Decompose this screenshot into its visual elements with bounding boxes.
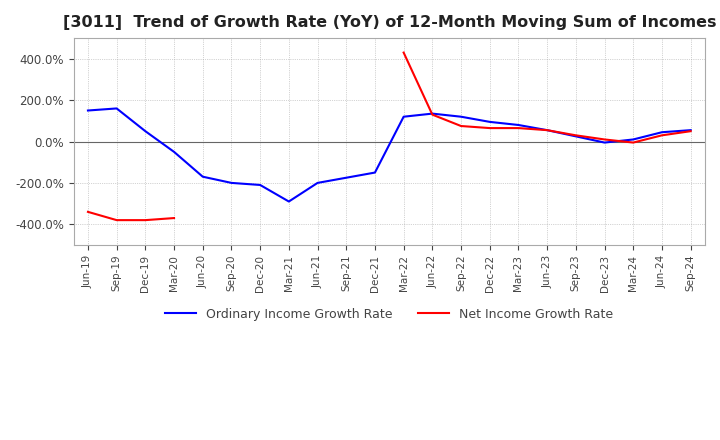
- Ordinary Income Growth Rate: [629, 137, 638, 142]
- Net Income Growth Rate: [428, 112, 436, 117]
- Ordinary Income Growth Rate: [600, 140, 609, 145]
- Net Income Growth Rate: [572, 133, 580, 138]
- Net Income Growth Rate: [112, 217, 121, 223]
- Ordinary Income Growth Rate: [572, 134, 580, 139]
- Ordinary Income Growth Rate: [543, 128, 552, 133]
- Ordinary Income Growth Rate: [342, 175, 351, 180]
- Line: Ordinary Income Growth Rate: Ordinary Income Growth Rate: [88, 108, 690, 202]
- Net Income Growth Rate: [141, 217, 150, 223]
- Ordinary Income Growth Rate: [141, 128, 150, 134]
- Ordinary Income Growth Rate: [256, 182, 264, 187]
- Ordinary Income Growth Rate: [199, 174, 207, 180]
- Ordinary Income Growth Rate: [170, 149, 179, 154]
- Net Income Growth Rate: [657, 133, 666, 138]
- Net Income Growth Rate: [543, 128, 552, 133]
- Net Income Growth Rate: [686, 128, 695, 134]
- Line: Net Income Growth Rate: Net Income Growth Rate: [88, 53, 690, 220]
- Ordinary Income Growth Rate: [84, 108, 92, 113]
- Net Income Growth Rate: [600, 137, 609, 142]
- Net Income Growth Rate: [629, 140, 638, 145]
- Ordinary Income Growth Rate: [428, 111, 436, 116]
- Ordinary Income Growth Rate: [514, 122, 523, 128]
- Net Income Growth Rate: [84, 209, 92, 214]
- Ordinary Income Growth Rate: [400, 114, 408, 119]
- Title: [3011]  Trend of Growth Rate (YoY) of 12-Month Moving Sum of Incomes: [3011] Trend of Growth Rate (YoY) of 12-…: [63, 15, 716, 30]
- Ordinary Income Growth Rate: [284, 199, 293, 204]
- Net Income Growth Rate: [400, 50, 408, 55]
- Legend: Ordinary Income Growth Rate, Net Income Growth Rate: Ordinary Income Growth Rate, Net Income …: [161, 303, 618, 326]
- Net Income Growth Rate: [456, 123, 465, 128]
- Ordinary Income Growth Rate: [112, 106, 121, 111]
- Ordinary Income Growth Rate: [371, 170, 379, 175]
- Ordinary Income Growth Rate: [313, 180, 322, 186]
- Net Income Growth Rate: [514, 125, 523, 131]
- Ordinary Income Growth Rate: [456, 114, 465, 119]
- Ordinary Income Growth Rate: [686, 128, 695, 133]
- Ordinary Income Growth Rate: [227, 180, 235, 186]
- Ordinary Income Growth Rate: [485, 119, 494, 125]
- Net Income Growth Rate: [170, 216, 179, 221]
- Ordinary Income Growth Rate: [657, 130, 666, 135]
- Net Income Growth Rate: [485, 125, 494, 131]
